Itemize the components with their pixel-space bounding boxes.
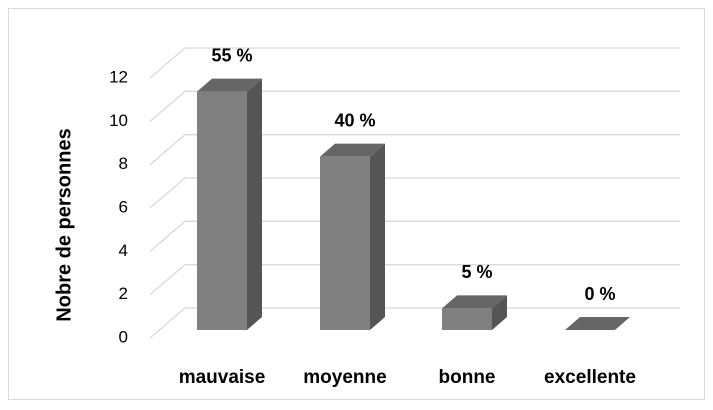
grid-line xyxy=(149,220,680,252)
bar-top xyxy=(197,78,262,92)
y-tick-label: 8 xyxy=(119,154,128,173)
grid-line xyxy=(149,47,680,79)
y-axis-label: Nobre de personnes xyxy=(53,128,75,321)
grid-line xyxy=(149,264,680,296)
grid-line xyxy=(149,90,680,122)
bar xyxy=(320,156,370,330)
y-tick-label: 4 xyxy=(119,241,128,260)
x-tick-label: excellente xyxy=(544,367,636,388)
bar-top xyxy=(565,317,630,330)
value-label: 0 % xyxy=(584,284,615,304)
value-label: 40 % xyxy=(334,110,375,130)
x-tick-label: moyenne xyxy=(303,367,386,388)
value-label: 55 % xyxy=(211,45,252,65)
bar-top xyxy=(442,295,507,309)
y-tick-label: 2 xyxy=(119,284,128,303)
x-tick-label: bonne xyxy=(439,367,496,388)
bar-side xyxy=(370,143,385,330)
y-tick-label: 10 xyxy=(109,111,128,130)
value-label: 5 % xyxy=(461,262,492,282)
y-tick-label: 6 xyxy=(119,197,128,216)
grid-line xyxy=(149,307,680,339)
grid-line xyxy=(149,177,680,209)
bar xyxy=(442,308,492,330)
bar-side xyxy=(247,78,262,331)
y-tick-label: 12 xyxy=(109,67,128,86)
bar-side xyxy=(492,295,507,330)
y-tick-label: 0 xyxy=(119,327,128,346)
bar-top xyxy=(320,143,385,157)
bar xyxy=(197,91,247,331)
x-tick-label: mauvaise xyxy=(179,367,266,388)
grid-line xyxy=(149,134,680,166)
